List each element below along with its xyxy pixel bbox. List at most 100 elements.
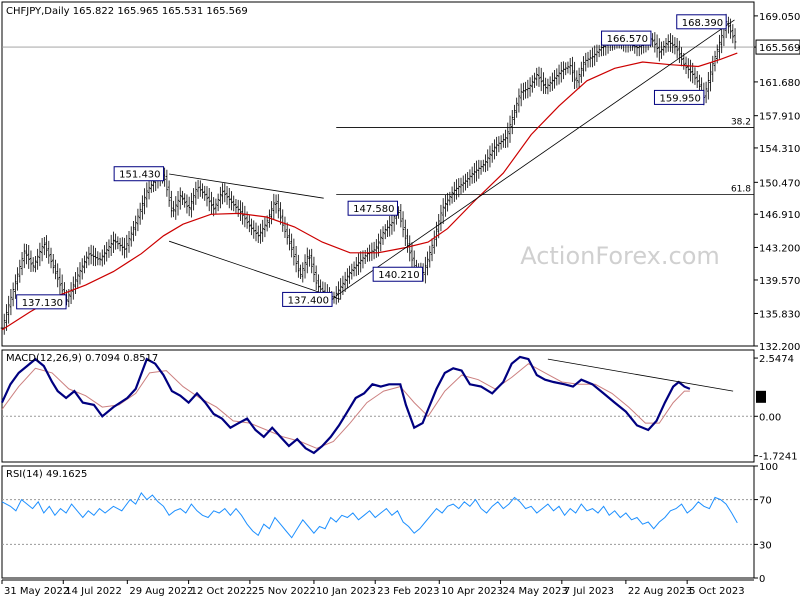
ohlc-bar (54, 259, 57, 280)
ohlc-bar (98, 252, 102, 266)
ohlc-bar (181, 190, 184, 205)
ohlc-bar (85, 251, 88, 269)
ohlc-bar (254, 222, 258, 242)
ohlc-bar (695, 70, 699, 89)
rsi-y-tick-label: 0 (759, 574, 765, 585)
ohlc-bar (147, 181, 151, 200)
ohlc-bar (564, 62, 568, 76)
ohlc-bar (444, 194, 447, 217)
price-annotation-label: 140.210 (378, 270, 419, 281)
ohlc-bar (51, 254, 55, 274)
ohlc-bar (34, 256, 37, 273)
ohlc-bar (116, 236, 120, 250)
ohlc-bar (568, 58, 572, 75)
ohlc-bar (176, 191, 180, 216)
watermark-layer: ActionForex.com (520, 242, 720, 270)
ohlc-bar (660, 41, 663, 59)
ohlc-bar (69, 282, 73, 304)
ohlc-bar (372, 241, 376, 260)
price-annotation-label: 151.430 (119, 170, 160, 181)
ohlc-bar (125, 234, 129, 258)
ohlc-bar (259, 223, 262, 244)
ohlc-bar (185, 194, 189, 214)
ohlc-bar (230, 191, 233, 211)
ohlc-bar (551, 72, 554, 91)
ohlc-bar (504, 129, 507, 148)
ohlc-bar (7, 295, 10, 324)
ohlc-bar (430, 238, 434, 262)
ohlc-bar (299, 264, 302, 279)
ohlc-bar (288, 228, 291, 251)
ohlc-bar (94, 247, 97, 267)
ohlc-bar (486, 149, 490, 171)
ohlc-bar (689, 59, 692, 82)
ohlc-bar (530, 75, 534, 93)
ohlc-bar (301, 262, 305, 283)
ohlc-bar (22, 243, 26, 269)
ohlc-bar (528, 77, 532, 97)
ohlc-bar (582, 56, 585, 77)
ohlc-bar (80, 258, 84, 280)
ohlc-bar (112, 231, 115, 253)
ohlc-bar (508, 115, 512, 143)
ohlc-bar (435, 221, 438, 247)
ohlc-bar (199, 180, 202, 197)
ohlc-bar (16, 267, 19, 291)
ohlc-bar (76, 267, 80, 289)
ohlc-bar (704, 81, 708, 104)
macd-signal-line (1, 363, 690, 449)
ohlc-bar (439, 204, 443, 232)
ohlc-bar (403, 219, 407, 247)
ohlc-bar (526, 79, 530, 99)
ohlc-bar (172, 200, 175, 218)
ohlc-bar (432, 230, 436, 254)
ohlc-bar (386, 220, 389, 237)
ohlc-bar (281, 209, 285, 232)
ohlc-bar (562, 61, 565, 80)
ohlc-bar (143, 188, 146, 215)
ohlc-bar (232, 195, 236, 212)
ohlc-bar (270, 201, 273, 225)
ohlc-bar (279, 202, 282, 225)
ohlc-bar (74, 272, 77, 294)
ohlc-bar (464, 173, 467, 191)
ohlc-bar (192, 188, 195, 211)
ohlc-bar (542, 72, 545, 94)
ohlc-bar (709, 63, 712, 92)
ohlc-bar (571, 56, 574, 82)
ohlc-bar (58, 268, 62, 295)
ohlc-bar (375, 239, 378, 258)
ohlc-bar (183, 193, 187, 208)
x-tick-label: 24 May 2023 (503, 586, 568, 597)
price-y-tick-label: 161.680 (759, 78, 800, 89)
ohlc-bar (123, 237, 126, 259)
ohlc-bar (343, 271, 347, 292)
price-y-tick-label: 143.200 (759, 243, 800, 254)
price-annotation-box (113, 166, 165, 182)
x-tick-label: 7 Jul 2023 (564, 586, 614, 597)
ohlc-bar (426, 251, 429, 276)
chart-title: CHFJPY,Daily 165.822 165.965 165.531 165… (6, 6, 248, 17)
ohlc-bar (290, 233, 293, 258)
ohlc-bar (107, 239, 111, 258)
price-y-tick-label: 150.470 (759, 178, 800, 189)
price-annotation-label: 168.390 (682, 18, 723, 29)
ohlc-bar (662, 40, 666, 56)
ohlc-bar (239, 200, 242, 222)
moving-average-line (1, 52, 738, 331)
ohlc-bar (194, 181, 198, 205)
macd-frame (1, 349, 755, 463)
ohlc-bar (707, 72, 710, 100)
ohlc-bar (263, 217, 267, 238)
panel-frames (1, 1, 755, 581)
ohlc-bar (537, 66, 541, 87)
trend-line (169, 173, 324, 199)
ohlc-bar (178, 187, 182, 210)
ohlc-bar (453, 181, 456, 203)
ohlc-bar (43, 237, 46, 256)
ohlc-bar (31, 257, 35, 272)
ohlc-bar (49, 247, 53, 269)
price-annotation-box (653, 89, 705, 105)
